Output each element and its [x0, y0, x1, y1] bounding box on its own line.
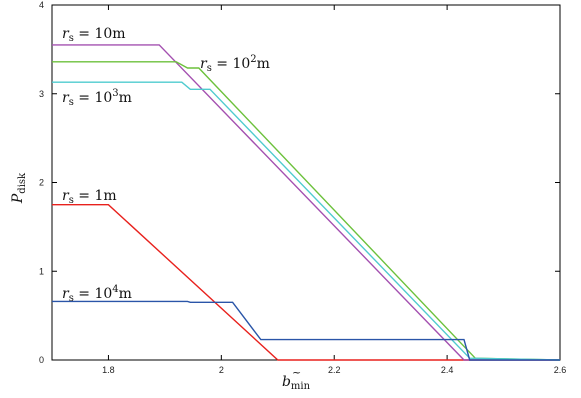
x-axis-label: bmin ~: [282, 366, 311, 392]
series-line-5: [52, 300, 560, 361]
x-tick-label: 2.6: [554, 365, 567, 375]
svg-text:bmin: bmin: [282, 374, 311, 392]
x-tick-label: 2.4: [441, 365, 454, 375]
axis-ticks: 1.8 2 2.2 2.4 2.6 0 1 2 3 4: [39, 0, 566, 375]
x-tick-label: 2: [219, 365, 224, 375]
y-tick-label: 2: [39, 178, 44, 188]
series-label-5: rs = 104m: [62, 284, 132, 304]
plot-border: [51, 4, 561, 361]
series-line-4: [52, 81, 561, 361]
y-axis-label-sub: disk: [17, 172, 28, 194]
series-label-4: rs = 103m: [62, 88, 132, 108]
x-tick-label: 2.2: [328, 365, 341, 375]
y-tick-label: 1: [39, 266, 44, 276]
x-axis-label-sub: min: [291, 381, 311, 392]
series-label-2: rs = 10m: [62, 26, 126, 44]
y-axis-label-main: P: [10, 193, 26, 204]
series-label-1: rs = 1m: [62, 188, 117, 206]
y-tick-label: 4: [39, 0, 44, 10]
svg-text:Pdisk: Pdisk: [10, 172, 28, 204]
series-lines: [52, 44, 561, 361]
series-line-3: [52, 61, 561, 361]
plot-frame: [51, 4, 561, 361]
y-tick-label: 3: [39, 89, 44, 99]
x-axis-label-main: b: [282, 374, 291, 390]
y-tick-label: 0: [39, 355, 44, 365]
series-labels: rs = 1m rs = 10m rs = 102m rs = 103m rs = 10…: [62, 26, 270, 304]
x-tick-label: 1.8: [102, 365, 115, 375]
series-line-1: [52, 204, 560, 361]
x-axis-label-tilde: ~: [292, 366, 301, 379]
y-axis-label: Pdisk: [10, 172, 28, 204]
series-label-3: rs = 102m: [200, 54, 270, 74]
